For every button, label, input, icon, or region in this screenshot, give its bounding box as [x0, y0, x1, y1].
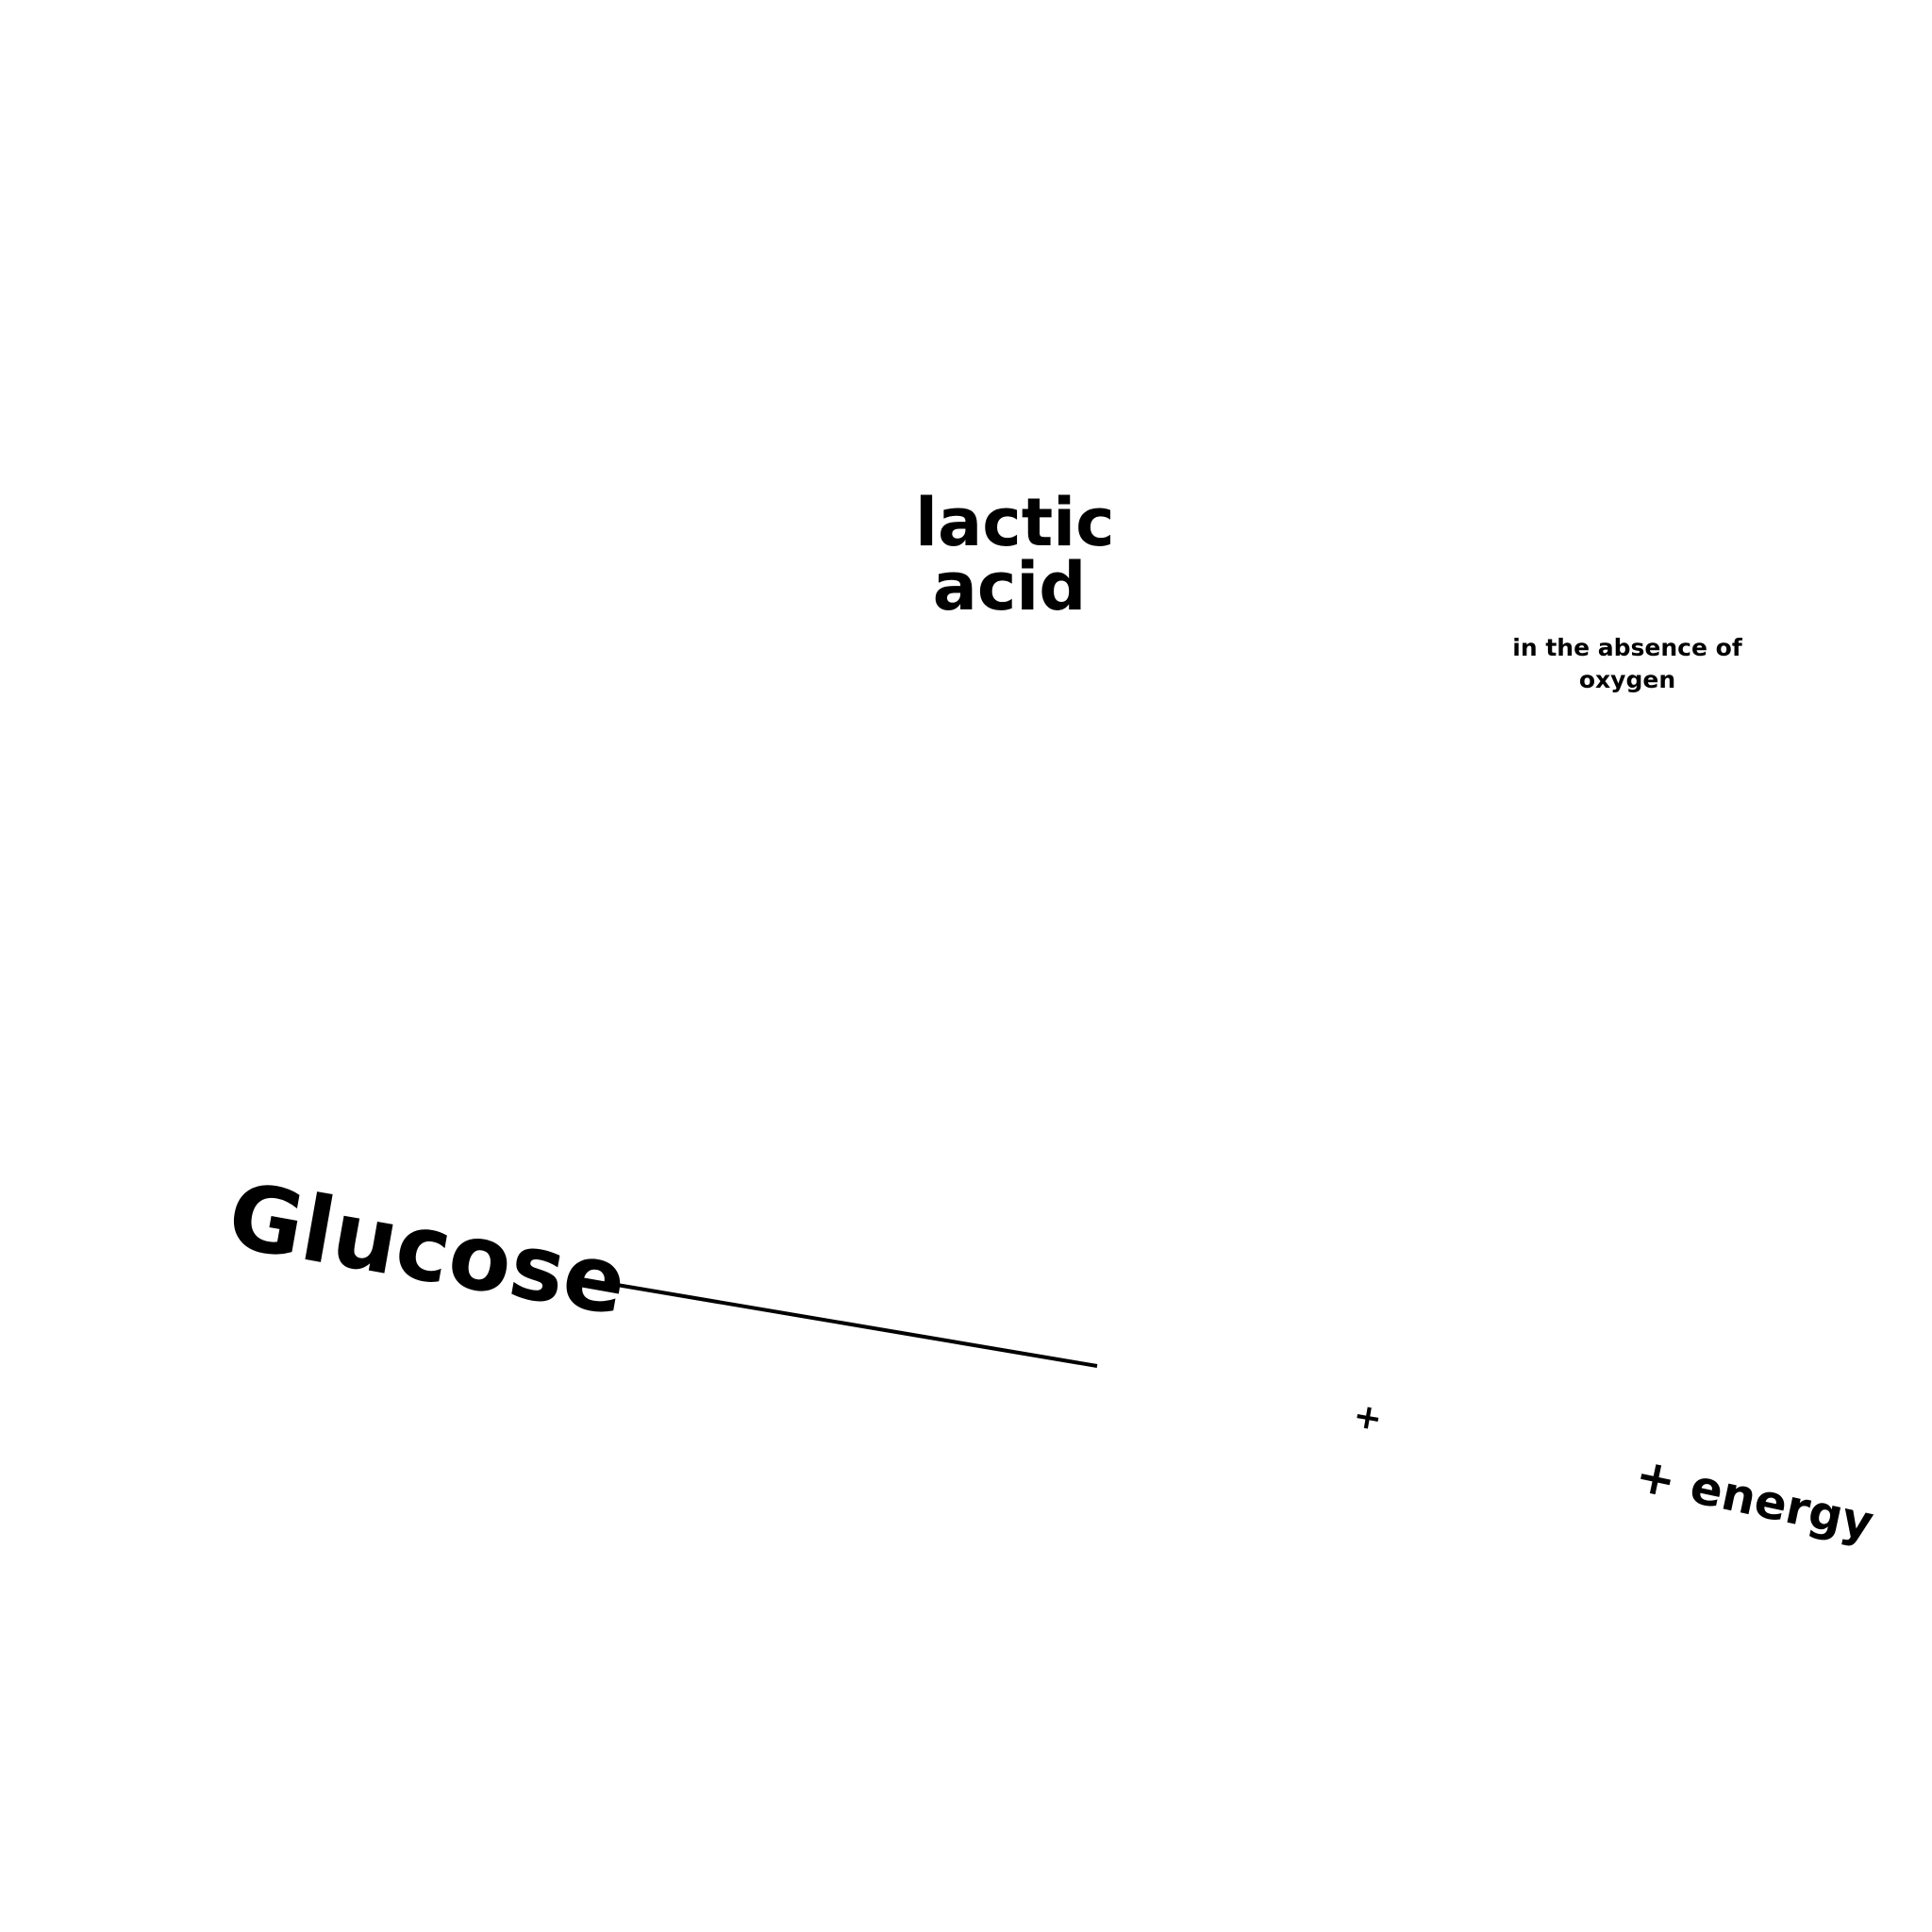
plus-sign: +	[1350, 1396, 1386, 1440]
lactic-acid-label: lactic acid	[915, 484, 1115, 625]
reaction-arrow-line	[610, 1282, 1098, 1368]
condition-label: in the absence of oxygen	[1512, 634, 1742, 693]
